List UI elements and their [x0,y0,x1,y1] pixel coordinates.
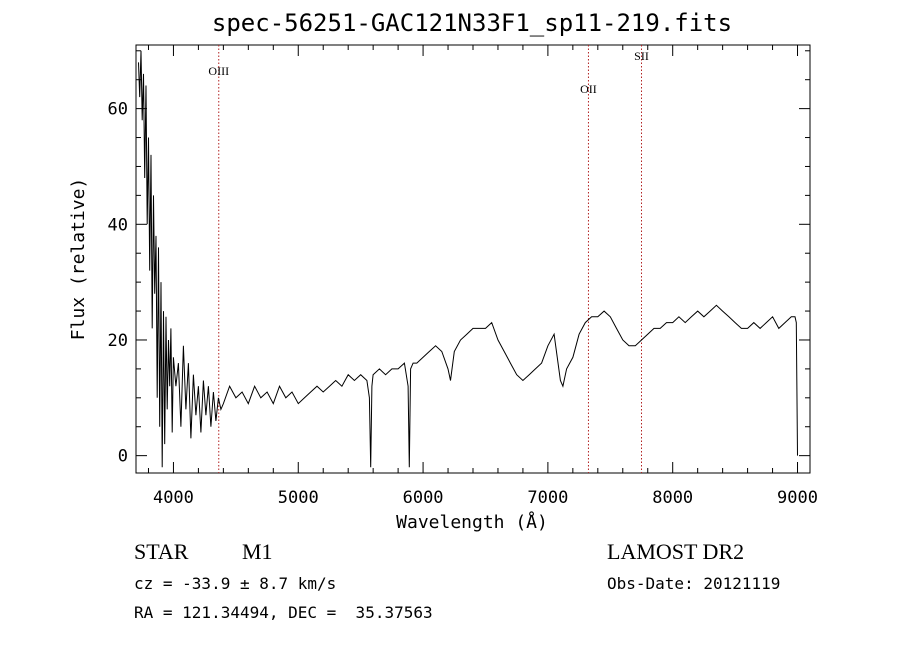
emission-line-label: OIII [208,64,229,78]
y-tick-label: 40 [108,215,128,235]
y-tick-label: 20 [108,331,128,351]
emission-line-markers: OIII OII SII [208,45,649,473]
x-tick-label: 8000 [652,488,693,508]
redshift-cz: cz = -33.9 ± 8.7 km/s [134,574,337,593]
x-axis-label: Wavelength (Å) [396,511,548,533]
object-subclass: M1 [242,539,273,564]
axis-ticks [136,45,810,473]
observation-date: Obs-Date: 20121119 [607,574,781,593]
emission-line-label: OII [580,82,597,96]
x-tick-labels: 4000 5000 6000 7000 8000 9000 [153,488,818,508]
emission-line-label: SII [634,49,649,63]
survey-name: LAMOST DR2 [607,539,745,564]
y-tick-label: 60 [108,100,128,120]
plot-frame [135,44,811,474]
x-tick-label: 7000 [527,488,568,508]
x-tick-label: 9000 [777,488,818,508]
y-tick-labels: 0 20 40 60 [108,100,128,467]
object-class: STAR [134,539,189,564]
chart-title: spec-56251-GAC121N33F1_sp11-219.fits [212,9,732,37]
y-axis-label: Flux (relative) [68,178,89,341]
x-tick-label: 4000 [153,488,194,508]
x-tick-label: 6000 [403,488,444,508]
y-tick-label: 0 [118,447,128,467]
x-tick-label: 5000 [278,488,319,508]
coordinates: RA = 121.34494, DEC = 35.37563 [134,603,433,622]
spectrum-line [138,50,798,468]
